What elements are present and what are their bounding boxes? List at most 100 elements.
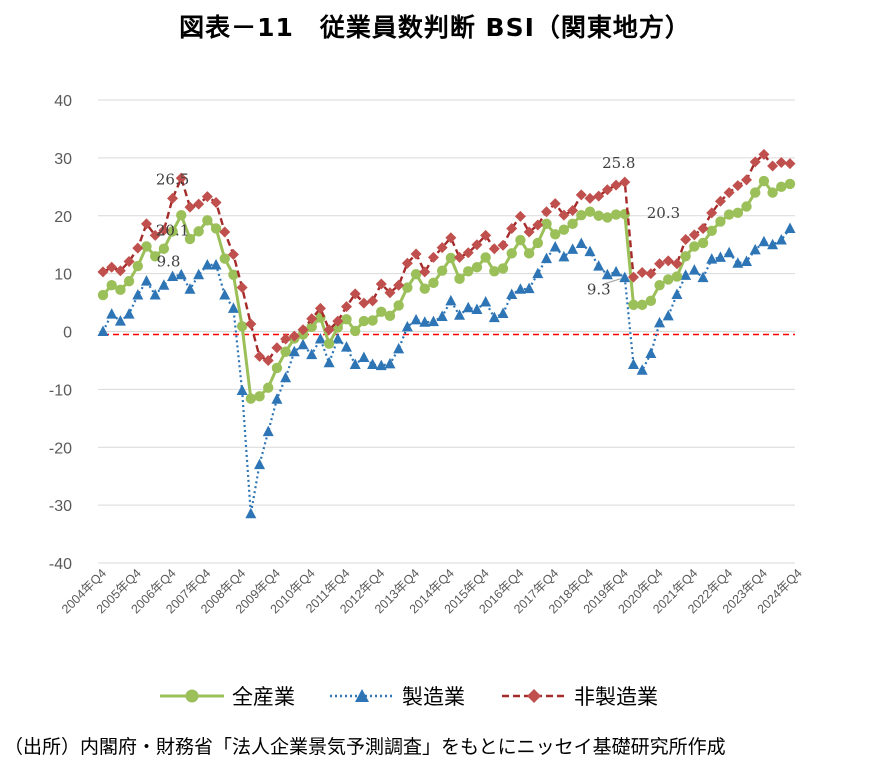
data-point [697, 222, 709, 234]
data-label: 29.0 [813, 0, 846, 4]
data-point [140, 218, 152, 230]
legend-item-manufacturing: 製造業 [328, 678, 465, 714]
data-point [375, 359, 387, 371]
data-point [210, 223, 222, 234]
data-point [601, 184, 613, 196]
data-point [584, 206, 596, 217]
legend-item-all-industries: 全産業 [158, 678, 295, 714]
data-point [541, 218, 552, 230]
data-point [323, 338, 335, 349]
data-point [671, 271, 683, 282]
legend-label: 全産業 [232, 685, 295, 709]
data-point [436, 310, 448, 321]
data-point [506, 288, 518, 299]
data-point [184, 201, 196, 213]
data-point [706, 253, 718, 264]
data-point [149, 289, 161, 300]
legend-swatch-triangle [330, 689, 394, 702]
data-point [741, 201, 752, 212]
data-point [550, 229, 561, 240]
data-point [732, 180, 744, 192]
legend-label: 製造業 [402, 685, 465, 709]
data-point [410, 269, 422, 280]
data-point [654, 280, 665, 291]
data-point [280, 346, 291, 357]
data-point [454, 309, 466, 320]
data-point [784, 222, 796, 233]
y-tick-label: 20 [54, 209, 72, 226]
data-point [784, 158, 796, 170]
data-point [427, 315, 439, 327]
data-point [367, 358, 379, 369]
data-point [662, 255, 674, 267]
data-point [210, 258, 222, 270]
y-axis-labels: 40 30 20 10 0 -10 -20 -30 -40 [49, 93, 72, 573]
data-point [401, 320, 413, 332]
data-point [97, 289, 109, 301]
data-point [627, 358, 639, 369]
data-point [758, 235, 770, 247]
leader-line [604, 278, 621, 285]
data-point [219, 289, 231, 300]
data-point [532, 237, 544, 249]
data-point [367, 315, 378, 326]
data-point [314, 302, 326, 314]
data-point [654, 316, 666, 328]
data-point [419, 283, 430, 294]
y-tick-label: -20 [49, 440, 72, 457]
data-point [758, 175, 770, 187]
data-point [636, 364, 648, 375]
data-point [314, 333, 326, 344]
series-non-manufacturing [97, 148, 796, 366]
data-point [367, 295, 379, 307]
data-point [262, 425, 274, 437]
data-point [419, 316, 431, 327]
data-point [245, 507, 257, 519]
y-tick-label: 30 [54, 151, 72, 168]
data-point [741, 255, 753, 266]
data-point [662, 309, 674, 321]
data-point [489, 266, 500, 277]
data-point [567, 205, 579, 217]
series-line [102, 153, 791, 362]
x-axis-labels: 2004年Q42005年Q42006年Q42007年Q42008年Q42009年… [59, 566, 805, 616]
data-point [341, 314, 352, 325]
data-point [384, 357, 396, 369]
data-point [619, 271, 631, 283]
data-point [297, 324, 309, 336]
data-label: 20.1 [156, 221, 189, 239]
data-point [445, 294, 457, 306]
data-point [584, 192, 596, 204]
data-point [254, 350, 266, 362]
data-point [106, 280, 117, 291]
data-point [245, 393, 257, 404]
data-point [462, 301, 474, 313]
y-tick-label: 0 [63, 325, 72, 342]
data-point [480, 295, 492, 307]
data-point [167, 270, 179, 282]
data-point [141, 241, 152, 252]
data-point [393, 279, 405, 291]
data-point [645, 295, 657, 307]
data-point [767, 187, 778, 198]
data-point [567, 243, 579, 254]
data-point [236, 384, 248, 396]
data-point [680, 233, 692, 245]
data-point [584, 245, 596, 257]
data-point [271, 393, 283, 404]
data-point [228, 269, 239, 280]
data-point [723, 246, 735, 258]
series-manufacturing [97, 222, 796, 519]
data-point [558, 209, 570, 221]
data-point [254, 458, 266, 470]
data-point [167, 226, 178, 237]
data-point [497, 239, 509, 251]
data-point [593, 190, 605, 202]
data-point [219, 253, 230, 264]
data-point [706, 207, 718, 219]
data-point [349, 288, 361, 300]
data-point [576, 209, 587, 221]
data-point [506, 248, 517, 259]
data-point [471, 262, 483, 273]
data-point [775, 234, 787, 245]
